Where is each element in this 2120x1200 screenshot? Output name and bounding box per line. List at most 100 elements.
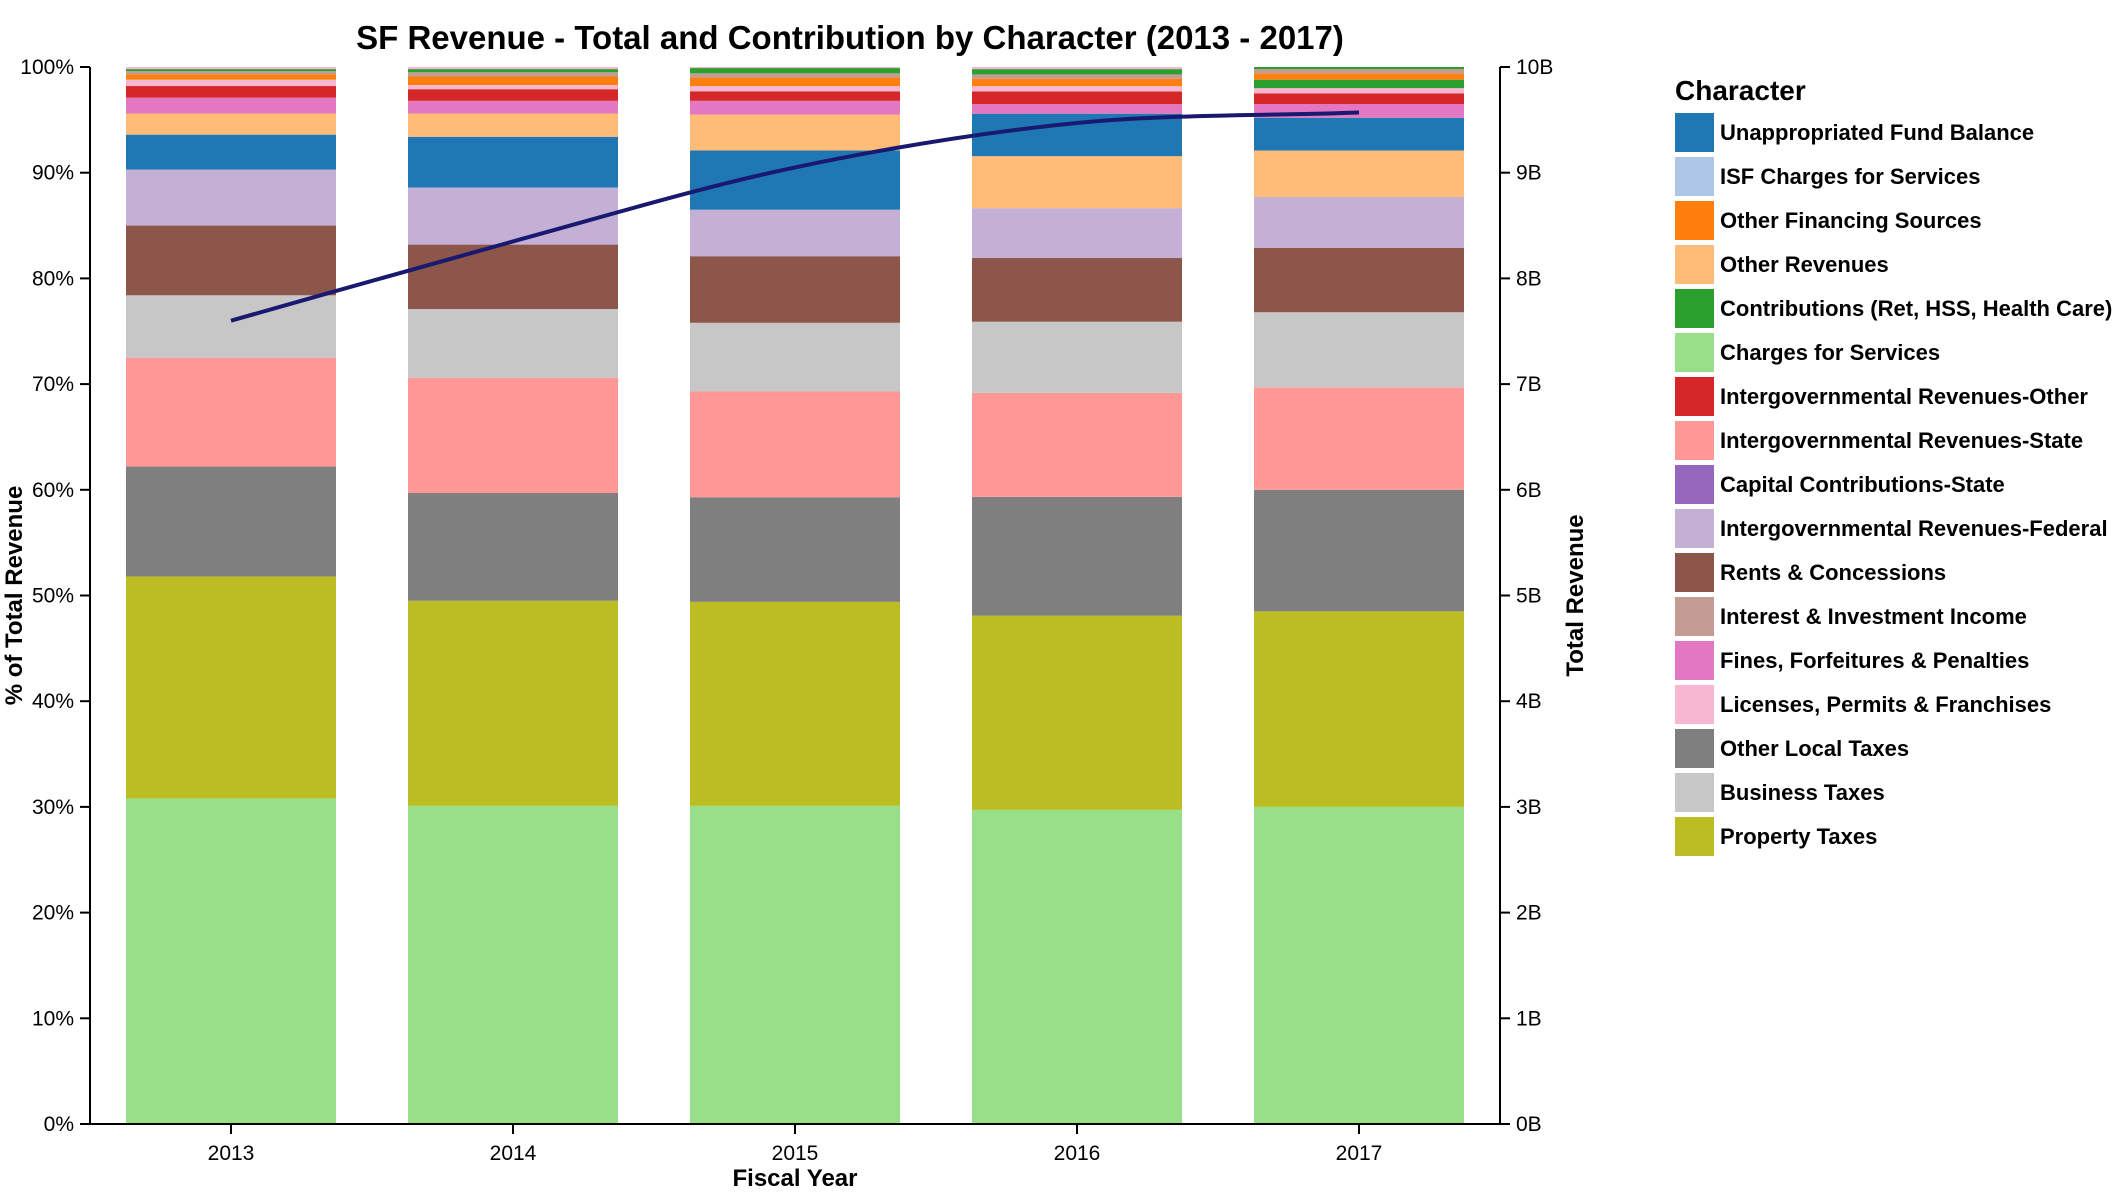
bar-segment-2015-property-taxes (690, 601, 900, 806)
bar-segment-2015-charges-for-services (690, 805, 900, 1124)
bar-segment-2013-other-financing-sources (126, 74, 336, 80)
bar-segment-2014-business-taxes (408, 309, 618, 378)
legend-swatch (1675, 201, 1714, 240)
x-tick-label: 2015 (772, 1142, 819, 1165)
legend-label: Other Financing Sources (1720, 208, 1982, 233)
y-tick-label: 50% (32, 585, 74, 608)
bar-segment-2013-licenses-permits-franchises (126, 67, 336, 70)
y2-axis-title: Total Revenue (1562, 514, 1589, 676)
legend-swatch (1675, 245, 1714, 284)
bar-segment-2016-unappropriated-fund-balance (972, 113, 1182, 157)
legend-label: Contributions (Ret, HSS, Health Care) (1720, 296, 2112, 321)
y2-tick-label: 2B (1516, 902, 1542, 925)
bar-segment-2016-fines-forfeitures-penalties (972, 104, 1182, 114)
bar-segment-2015-intergovernmental-revenues-state (690, 391, 900, 498)
y2-tick-label: 6B (1516, 479, 1542, 502)
legend-swatch (1675, 157, 1714, 196)
x-tick-label: 2016 (1054, 1142, 1101, 1165)
y2-tick-label: 9B (1516, 162, 1542, 185)
bar-segment-2017-interest-investment-income (1254, 69, 1464, 74)
bar-segment-2015-fines-forfeitures-penalties (690, 100, 900, 115)
y2-tick-label: 4B (1516, 690, 1542, 713)
bar-segment-2014-charges-for-services (408, 805, 618, 1124)
y-tick-label: 10% (32, 1007, 74, 1030)
bar-segment-2015-business-taxes (690, 322, 900, 392)
legend-title: Character (1675, 75, 1806, 106)
bar-segment-2017-charges-for-services (1254, 806, 1464, 1124)
legend-label: Business Taxes (1720, 780, 1885, 805)
bar-segment-2015-licenses-permits-franchises (690, 67, 900, 69)
bar-segment-2017-other-financing-sources (1254, 73, 1464, 80)
y2-tick-label: 3B (1516, 796, 1542, 819)
legend-swatch (1675, 421, 1714, 460)
legend-label: Intergovernmental Revenues-Other (1720, 384, 2088, 409)
bar-segment-2016-other-financing-sources (972, 78, 1182, 87)
bar-segment-2013-intergovernmental-revenues-other (126, 86, 336, 98)
axes: 0% 10% 20% 30% 40% 50% 60% 70% 80% 90% 100% 0B 1B 2B 3… (20, 56, 1553, 1165)
bar-segment-2013-other-revenues (126, 113, 336, 135)
bar-segment-2016-licenses-permits-franchises (972, 86, 1182, 92)
legend-label: Intergovernmental Revenues-State (1720, 428, 2083, 453)
bar-segment-2016-contributions-ret-hss-health-care (972, 69, 1182, 75)
bar-segment-2014-property-taxes (408, 600, 618, 806)
bar-layer (126, 67, 1464, 1124)
legend-label: Intergovernmental Revenues-Federal (1720, 516, 2108, 541)
x-tick-label: 2014 (490, 1142, 537, 1165)
bar-segment-2017-licenses-permits-franchises (1254, 88, 1464, 94)
legend-label: Other Revenues (1720, 252, 1889, 277)
y-tick-label: 0% (44, 1113, 74, 1136)
bar-segment-2017-contributions-ret-hss-health-care (1254, 67, 1464, 70)
legend-label: Licenses, Permits & Franchises (1720, 692, 2051, 717)
legend-swatch (1675, 773, 1714, 812)
legend-label: Charges for Services (1720, 340, 1940, 365)
bar-segment-2015-other-financing-sources (690, 77, 900, 87)
x-axis-title: Fiscal Year (733, 1165, 858, 1192)
legend-swatch (1675, 509, 1714, 548)
y2-tick-label: 10B (1516, 56, 1553, 79)
bar-segment-2014-intergovernmental-revenues-other (408, 89, 618, 101)
bar-segment-2014-unappropriated-fund-balance (408, 136, 618, 188)
legend-swatch (1675, 597, 1714, 636)
bar-segment-2015-other-local-taxes (690, 497, 900, 602)
chart-title: SF Revenue - Total and Contribution by C… (356, 19, 1344, 56)
bar-segment-2015-interest-investment-income (690, 73, 900, 78)
y2-tick-label: 7B (1516, 373, 1542, 396)
bar-segment-2017-intergovernmental-revenues-other (1254, 93, 1464, 104)
bar-segment-2014-licenses-permits-franchises (408, 84, 618, 90)
legend-swatch (1675, 729, 1714, 768)
bar-segment-2017-other-revenues (1254, 150, 1464, 198)
bar-segment-2014-contributions-ret-hss-health-care (408, 69, 618, 73)
bar-segment-2015-other-revenues (690, 114, 900, 151)
bar-segment-2017-property-taxes (1254, 611, 1464, 807)
bar-segment-2016-charges-for-services (972, 809, 1182, 1124)
bar-segment-2013-property-taxes (126, 576, 336, 799)
bar-segment-2016-intergovernmental-revenues-federal (972, 208, 1182, 259)
y-axis-title: % of Total Revenue (1, 486, 28, 706)
bar-segment-2013-interest-investment-income (126, 71, 336, 75)
legend-swatch (1675, 333, 1714, 372)
bar-segment-2016-other-local-taxes (972, 496, 1182, 616)
bar-segment-2017-rents-concessions (1254, 247, 1464, 313)
bar-segment-2017-other-local-taxes (1254, 489, 1464, 612)
y-tick-label: 30% (32, 796, 74, 819)
legend-swatch (1675, 817, 1714, 856)
legend: Character Unappropriated Fund Balance ISF… (1675, 75, 2112, 856)
bar-segment-2013-licenses-permits-franchises (126, 79, 336, 87)
legend-label: Unappropriated Fund Balance (1720, 120, 2034, 145)
bar-segment-2013-unappropriated-fund-balance (126, 134, 336, 170)
x-tick-label: 2017 (1336, 1142, 1383, 1165)
y-tick-label: 70% (32, 373, 74, 396)
total-revenue-line (230, 110, 1360, 323)
bar-segment-2014-other-financing-sources (408, 76, 618, 85)
y-tick-label: 90% (32, 162, 74, 185)
bar-segment-2013-rents-concessions (126, 225, 336, 296)
y-tick-label: 40% (32, 690, 74, 713)
bar-segment-2013-intergovernmental-revenues-state (126, 357, 336, 467)
legend-swatch (1675, 553, 1714, 592)
bar-segment-2013-fines-forfeitures-penalties (126, 97, 336, 114)
bar-segment-2016-other-revenues (972, 156, 1182, 209)
legend-label: Property Taxes (1720, 824, 1877, 849)
legend-label: Fines, Forfeitures & Penalties (1720, 648, 2029, 673)
bar-segment-2015-licenses-permits-franchises (690, 86, 900, 92)
